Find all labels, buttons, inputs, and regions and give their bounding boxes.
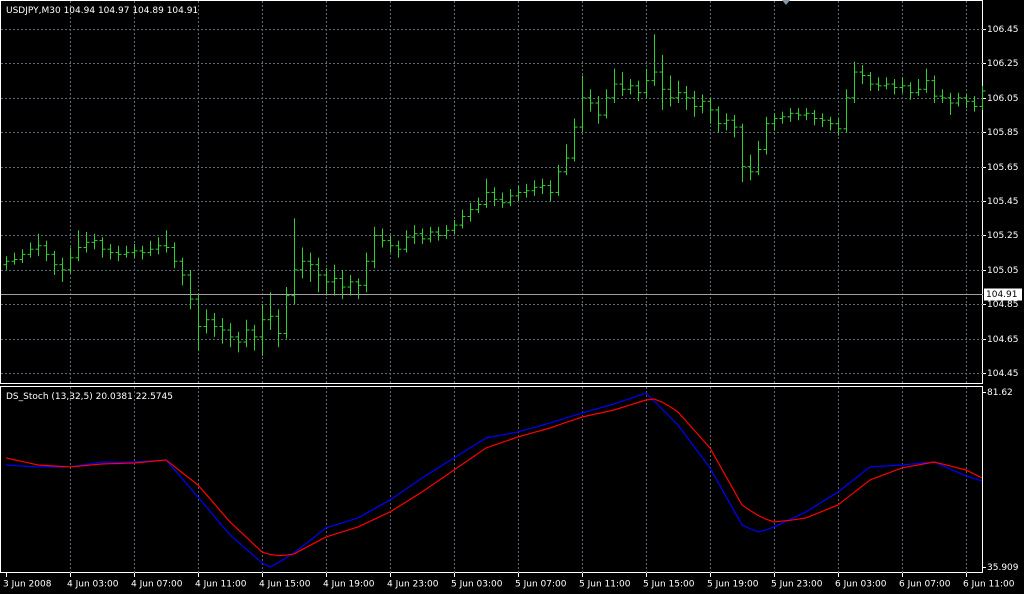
quote-low: 104.89 <box>132 6 164 16</box>
x-tick-label: 4 Jun 03:00 <box>67 580 119 590</box>
x-tick-label: 4 Jun 23:00 <box>387 580 439 590</box>
quote-open: 104.94 <box>64 6 96 16</box>
y-tick-label: 106.25 <box>987 59 1019 69</box>
y-tick-label: 104.45 <box>987 369 1019 379</box>
x-tick-label: 4 Jun 11:00 <box>195 580 247 590</box>
x-tick-label: 4 Jun 19:00 <box>323 580 375 590</box>
y-tick-label: 106.45 <box>987 25 1019 35</box>
y-tick-label: 105.25 <box>987 231 1019 241</box>
indicator-line <box>5 392 983 568</box>
y-tick-label: 104.85 <box>987 300 1019 310</box>
indicator-panel-frame <box>0 386 983 573</box>
bid-label-box <box>984 288 1022 301</box>
x-tick-label: 5 Jun 23:00 <box>771 580 823 590</box>
y-tick-label: 105.45 <box>987 197 1019 207</box>
x-tick-label: 5 Jun 11:00 <box>579 580 631 590</box>
quote-close: 104.91 <box>167 6 199 16</box>
x-tick-label: 3 Jun 2008 <box>3 580 52 590</box>
x-tick-label: 5 Jun 03:00 <box>451 580 503 590</box>
x-tick-label: 4 Jun 07:00 <box>131 580 183 590</box>
y-tick-label: 81.62 <box>987 388 1013 398</box>
y-tick-label: 104.65 <box>987 335 1019 345</box>
y-tick-label: 105.85 <box>987 128 1019 138</box>
indicator-header: DS_Stoch (13,32,5) 20.0381 22.5745 <box>6 392 173 402</box>
indicator-signal: 22.5745 <box>136 392 173 402</box>
indicator-main: 20.0381 <box>96 392 133 402</box>
price-panel-frame <box>0 0 983 384</box>
y-tick-label: 105.65 <box>987 163 1019 173</box>
indicator-name: DS_Stoch (13,32,5) <box>6 392 93 402</box>
bid-label: 104.91 <box>986 290 1018 300</box>
x-tick-label: 5 Jun 19:00 <box>707 580 759 590</box>
quote-high: 104.97 <box>98 6 130 16</box>
x-tick-label: 6 Jun 07:00 <box>899 580 951 590</box>
x-tick-label: 6 Jun 11:00 <box>963 580 1015 590</box>
y-tick-label: 35.909 <box>987 563 1019 573</box>
x-tick-label: 5 Jun 07:00 <box>515 580 567 590</box>
x-tick-label: 6 Jun 03:00 <box>835 580 887 590</box>
chart-header: USDJPY,M30 104.94 104.97 104.89 104.91 <box>6 6 198 16</box>
x-tick-label: 4 Jun 15:00 <box>259 580 311 590</box>
symbol: USDJPY,M30 <box>6 6 61 16</box>
x-tick-label: 5 Jun 15:00 <box>643 580 695 590</box>
indicator-line <box>5 398 983 557</box>
y-tick-label: 105.05 <box>987 266 1019 276</box>
y-tick-label: 106.05 <box>987 94 1019 104</box>
shift-marker <box>782 0 790 5</box>
